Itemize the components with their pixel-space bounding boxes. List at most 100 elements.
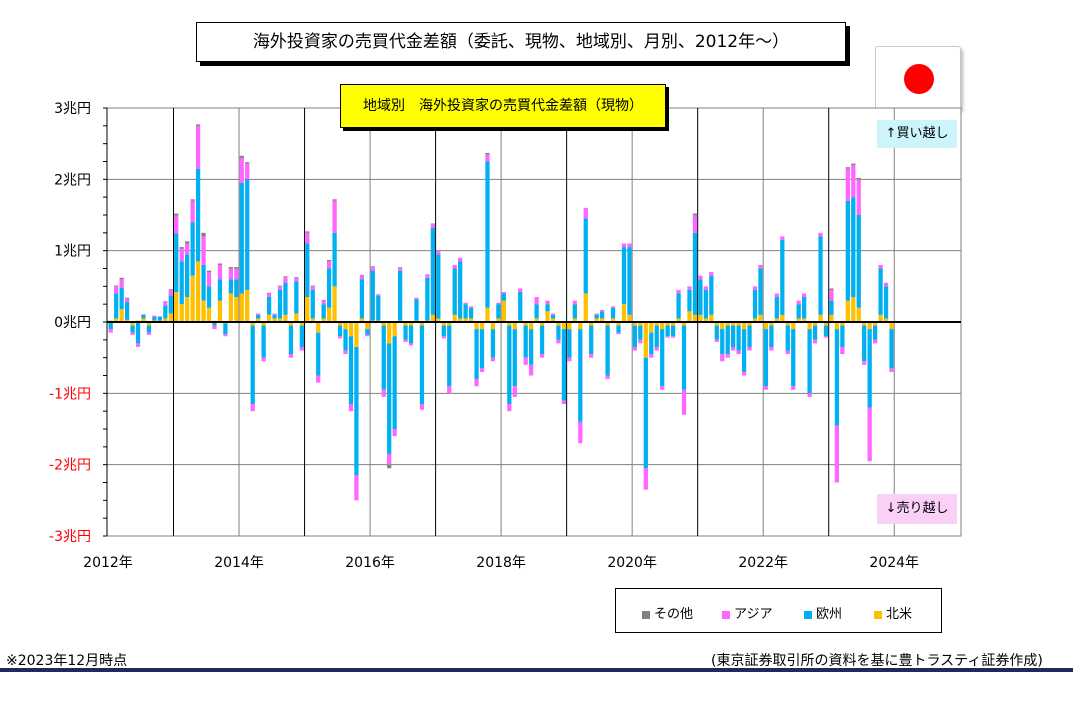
bar-segment bbox=[714, 322, 719, 326]
bar-segment bbox=[643, 357, 648, 469]
bar-segment bbox=[774, 297, 779, 319]
bar-segment bbox=[769, 325, 774, 347]
bar-segment bbox=[234, 297, 239, 322]
legend-label-north-america: 北米 bbox=[886, 607, 913, 622]
bar-segment bbox=[572, 300, 577, 305]
bar-segment bbox=[490, 329, 496, 358]
bar-segment bbox=[119, 279, 124, 288]
bar-segment bbox=[605, 375, 610, 380]
bar-segment bbox=[720, 354, 725, 362]
bar-segment bbox=[447, 322, 452, 326]
bar-segment bbox=[627, 243, 632, 248]
bar-segment bbox=[261, 325, 266, 358]
bar-segment bbox=[780, 314, 785, 322]
legend: その他 アジア 欧州 北米 bbox=[615, 588, 942, 633]
bar-segment bbox=[485, 161, 490, 308]
bar-segment bbox=[130, 325, 135, 333]
bar-segment bbox=[332, 232, 337, 287]
bar-segment bbox=[266, 293, 272, 298]
bar-segment bbox=[889, 322, 894, 330]
bar-segment bbox=[392, 322, 397, 337]
bar-segment bbox=[840, 322, 845, 326]
bar-segment bbox=[534, 297, 539, 305]
bar-segment bbox=[605, 325, 610, 376]
bar-segment bbox=[441, 322, 446, 326]
bar-segment bbox=[725, 325, 730, 355]
bar-segment bbox=[403, 325, 408, 340]
bar-segment bbox=[294, 313, 299, 322]
bar-segment bbox=[512, 322, 517, 330]
bar-segment bbox=[114, 318, 119, 322]
bar-segment bbox=[523, 322, 528, 326]
bar-segment bbox=[206, 270, 212, 273]
bar-segment bbox=[862, 361, 867, 365]
bar-segment bbox=[638, 339, 643, 344]
bar-segment bbox=[485, 152, 490, 155]
bar-segment bbox=[539, 325, 545, 355]
bar-segment bbox=[348, 322, 354, 337]
bar-segment bbox=[430, 223, 435, 225]
bar-segment bbox=[119, 287, 124, 310]
bar-segment bbox=[430, 224, 435, 228]
bar-segment bbox=[676, 318, 681, 322]
bar-segment bbox=[736, 350, 741, 355]
bar-segment bbox=[561, 322, 567, 330]
bar-segment bbox=[452, 268, 457, 315]
bar-segment bbox=[539, 322, 545, 326]
bar-segment bbox=[370, 266, 375, 268]
bar-segment bbox=[600, 318, 605, 322]
bar-segment bbox=[168, 289, 173, 290]
bar-segment bbox=[408, 325, 414, 344]
bar-segment bbox=[523, 325, 528, 358]
bar-segment bbox=[283, 277, 288, 283]
bar-segment bbox=[348, 404, 354, 412]
bar-segment bbox=[168, 313, 173, 322]
y-tick-label: -2兆円 bbox=[49, 458, 91, 474]
bar-segment bbox=[687, 289, 692, 312]
bar-segment bbox=[556, 339, 561, 344]
bar-segment bbox=[780, 236, 785, 240]
bar-segment bbox=[277, 289, 283, 319]
bar-segment bbox=[649, 332, 654, 355]
bar-segment bbox=[146, 332, 152, 335]
bar-segment bbox=[408, 343, 414, 346]
bar-segment bbox=[731, 346, 736, 351]
bar-segment bbox=[305, 297, 310, 322]
bar-segment bbox=[687, 286, 692, 290]
bar-segment bbox=[370, 270, 375, 321]
bar-segment bbox=[752, 286, 758, 290]
bar-segment bbox=[228, 267, 233, 269]
bar-segment bbox=[698, 314, 703, 322]
bar-segment bbox=[507, 322, 512, 326]
bar-segment bbox=[288, 322, 294, 326]
bar-segment bbox=[365, 329, 370, 335]
bar-segment bbox=[337, 322, 343, 326]
bar-segment bbox=[660, 386, 665, 390]
bar-segment bbox=[256, 318, 261, 322]
bar-segment bbox=[217, 300, 223, 322]
bar-segment bbox=[250, 404, 255, 412]
bar-segment bbox=[649, 354, 654, 358]
legend-swatch-other bbox=[642, 610, 650, 619]
bar-segment bbox=[594, 318, 599, 322]
bar-segment bbox=[354, 475, 359, 501]
bar-segment bbox=[736, 325, 741, 351]
bar-segment bbox=[632, 322, 638, 326]
bar-segment bbox=[332, 200, 337, 233]
bar-segment bbox=[447, 325, 452, 387]
bar-segment bbox=[862, 325, 867, 362]
bar-segment bbox=[720, 329, 725, 355]
bar-segment bbox=[851, 165, 856, 198]
bar-segment bbox=[408, 322, 414, 326]
bar-segment bbox=[518, 288, 523, 293]
bar-segment bbox=[758, 314, 763, 322]
bar-segment bbox=[452, 314, 457, 322]
bar-segment bbox=[343, 350, 348, 355]
bar-segment bbox=[507, 325, 512, 405]
bar-segment bbox=[731, 322, 736, 326]
bar-segment bbox=[135, 322, 141, 344]
bar-segment bbox=[873, 322, 878, 326]
bar-segment bbox=[217, 279, 223, 301]
bar-segment bbox=[299, 346, 304, 351]
bar-segment bbox=[572, 304, 577, 319]
